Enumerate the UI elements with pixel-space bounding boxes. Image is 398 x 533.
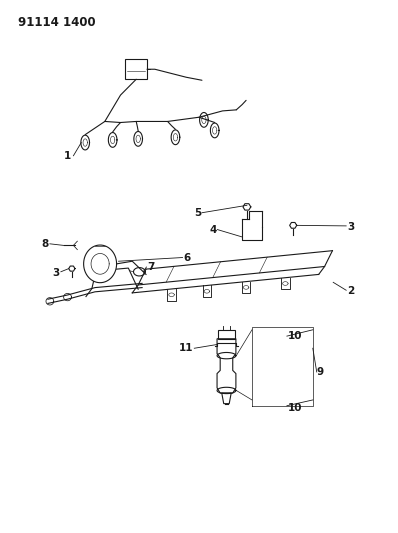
- Text: 8: 8: [42, 239, 49, 249]
- Text: 2: 2: [347, 286, 355, 296]
- Text: 91114 1400: 91114 1400: [18, 16, 96, 29]
- Text: 3: 3: [53, 268, 60, 278]
- Text: 5: 5: [194, 208, 201, 217]
- Text: 9: 9: [317, 367, 324, 377]
- Text: 10: 10: [288, 331, 302, 341]
- Text: 1: 1: [64, 151, 72, 161]
- Text: 3: 3: [347, 222, 355, 232]
- Text: 11: 11: [179, 343, 193, 353]
- Text: 7: 7: [147, 262, 154, 272]
- Text: 6: 6: [183, 253, 191, 263]
- Text: 4: 4: [209, 224, 217, 235]
- Text: 10: 10: [288, 403, 302, 413]
